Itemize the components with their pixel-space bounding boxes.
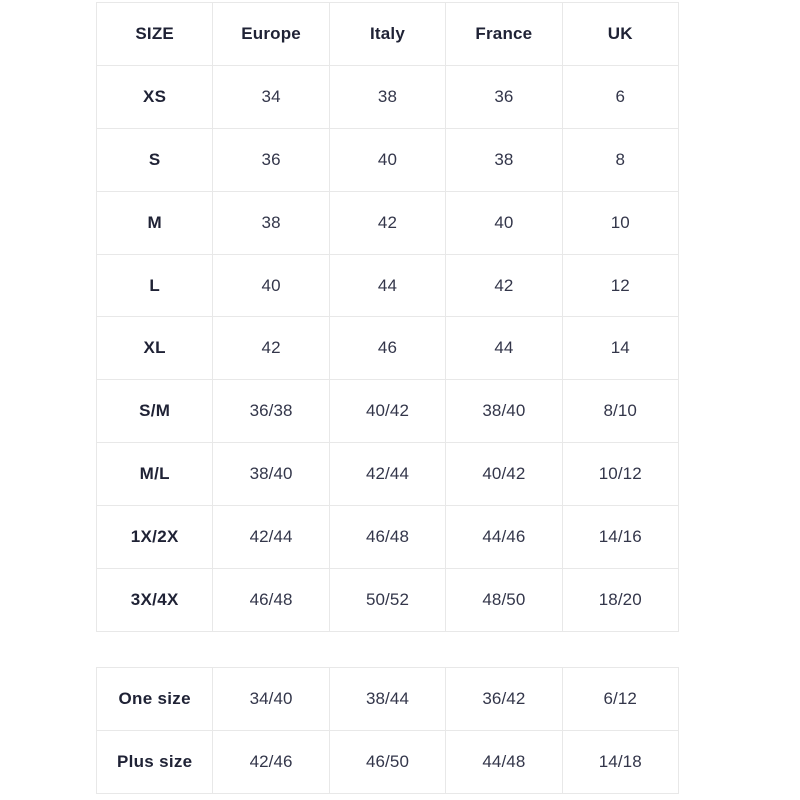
table-row: Plus size 42/46 46/50 44/48 14/18 (95, 729, 679, 794)
europe-value: 36/38 (212, 379, 330, 444)
special-size-table: One size 34/40 38/44 36/42 6/12 Plus siz… (95, 667, 679, 794)
size-label: 1X/2X (95, 505, 214, 570)
column-header-france: France (445, 2, 563, 66)
uk-value: 10 (561, 190, 679, 255)
table-row: S 36 40 38 8 (95, 127, 679, 192)
header-row: SIZE Europe Italy France UK (95, 2, 679, 66)
size-label: S (95, 127, 214, 192)
italy-value: 50/52 (328, 568, 447, 632)
france-value: 44 (445, 316, 563, 381)
column-header-size: SIZE (95, 2, 214, 66)
italy-value: 46/50 (328, 729, 447, 794)
size-label: XL (95, 316, 214, 381)
uk-value: 8 (561, 127, 679, 192)
size-label: One size (95, 667, 214, 731)
italy-value: 38/44 (328, 667, 447, 731)
special-table-body: One size 34/40 38/44 36/42 6/12 Plus siz… (95, 667, 679, 794)
size-label: L (95, 253, 214, 318)
table-row: 1X/2X 42/44 46/48 44/46 14/16 (95, 505, 679, 570)
italy-value: 40 (328, 127, 447, 192)
europe-value: 42/44 (212, 505, 330, 570)
table-row: M/L 38/40 42/44 40/42 10/12 (95, 442, 679, 507)
uk-value: 6/12 (561, 667, 679, 731)
europe-value: 34 (212, 64, 330, 129)
france-value: 48/50 (445, 568, 563, 632)
france-value: 40/42 (445, 442, 563, 507)
france-value: 36 (445, 64, 563, 129)
table-row: 3X/4X 46/48 50/52 48/50 18/20 (95, 568, 679, 632)
table-header: SIZE Europe Italy France UK (95, 2, 679, 66)
italy-value: 42/44 (328, 442, 447, 507)
uk-value: 18/20 (561, 568, 679, 632)
uk-value: 14/16 (561, 505, 679, 570)
france-value: 40 (445, 190, 563, 255)
size-label: S/M (95, 379, 214, 444)
size-label: M/L (95, 442, 214, 507)
italy-value: 46 (328, 316, 447, 381)
table-body: XS 34 38 36 6 S 36 40 38 8 M 38 42 40 10 (95, 64, 679, 632)
table-row: L 40 44 42 12 (95, 253, 679, 318)
europe-value: 38 (212, 190, 330, 255)
europe-value: 46/48 (212, 568, 330, 632)
uk-value: 12 (561, 253, 679, 318)
europe-value: 42 (212, 316, 330, 381)
france-value: 44/48 (445, 729, 563, 794)
france-value: 36/42 (445, 667, 563, 731)
column-header-europe: Europe (212, 2, 330, 66)
france-value: 42 (445, 253, 563, 318)
uk-value: 14 (561, 316, 679, 381)
italy-value: 46/48 (328, 505, 447, 570)
france-value: 38 (445, 127, 563, 192)
italy-value: 42 (328, 190, 447, 255)
table-row: S/M 36/38 40/42 38/40 8/10 (95, 379, 679, 444)
size-label: 3X/4X (95, 568, 214, 632)
europe-value: 40 (212, 253, 330, 318)
table-row: XL 42 46 44 14 (95, 316, 679, 381)
europe-value: 34/40 (212, 667, 330, 731)
europe-value: 38/40 (212, 442, 330, 507)
uk-value: 8/10 (561, 379, 679, 444)
europe-value: 36 (212, 127, 330, 192)
italy-value: 38 (328, 64, 447, 129)
europe-value: 42/46 (212, 729, 330, 794)
uk-value: 14/18 (561, 729, 679, 794)
size-label: XS (95, 64, 214, 129)
italy-value: 40/42 (328, 379, 447, 444)
column-header-italy: Italy (328, 2, 447, 66)
uk-value: 10/12 (561, 442, 679, 507)
italy-value: 44 (328, 253, 447, 318)
table-row: One size 34/40 38/44 36/42 6/12 (95, 667, 679, 731)
size-conversion-table: SIZE Europe Italy France UK XS 34 38 36 … (95, 2, 679, 632)
france-value: 38/40 (445, 379, 563, 444)
size-label: Plus size (95, 729, 214, 794)
table-row: M 38 42 40 10 (95, 190, 679, 255)
france-value: 44/46 (445, 505, 563, 570)
table-row: XS 34 38 36 6 (95, 64, 679, 129)
uk-value: 6 (561, 64, 679, 129)
size-label: M (95, 190, 214, 255)
column-header-uk: UK (561, 2, 679, 66)
